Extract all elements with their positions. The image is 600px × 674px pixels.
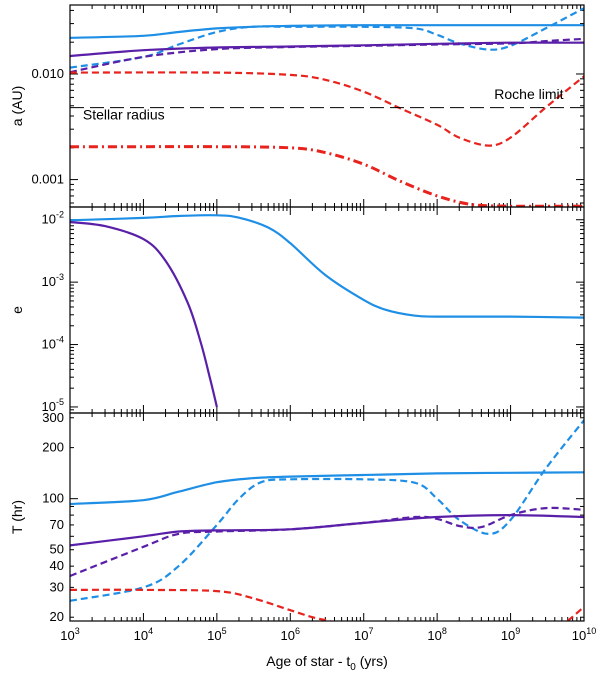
panel-frame [69, 412, 585, 622]
x-tick-label: 107 [354, 626, 373, 643]
y-tick-label: 40 [50, 558, 64, 573]
y-tick-label: 30 [50, 579, 64, 594]
series-line-blue-solid [70, 214, 584, 319]
x-tick-label: 108 [427, 626, 446, 643]
x-tick-label: 1010 [572, 626, 596, 643]
series-line-purple-solid [70, 41, 584, 58]
series-line-purple-dashed [70, 506, 584, 578]
series-line-purple-dashed [70, 37, 584, 74]
y-tick-label: 10-5 [42, 397, 64, 414]
y-tick-label: 10-3 [42, 272, 64, 289]
y-tick-label: 10-4 [42, 335, 64, 352]
x-tick-label: 106 [281, 626, 300, 643]
y-axis-label: a (AU) [9, 86, 25, 126]
series-line-red-dashed [70, 588, 331, 621]
y-tick-label: 70 [50, 517, 64, 532]
y-tick-label: 300 [42, 410, 64, 425]
y-tick-label: 0.010 [31, 66, 64, 81]
series-line-blue-dashed [70, 7, 584, 69]
series-line-red-dashed-rise [566, 606, 584, 621]
annotation-label: Stellar radius [83, 107, 165, 123]
x-axis-label: Age of star - t0 (yrs) [266, 653, 388, 673]
series-line-blue-dashed [70, 419, 584, 602]
y-axis-label: T (hr) [9, 500, 25, 534]
y-tick-label: 100 [42, 491, 64, 506]
panel-frame [69, 206, 585, 414]
y-tick-label: 200 [42, 440, 64, 455]
y-axis-label: e [9, 306, 25, 314]
y-tick-label: 20 [50, 609, 64, 624]
series-line-purple-solid [70, 514, 584, 547]
series-line-blue-solid [70, 24, 584, 39]
y-tick-label: 10-2 [42, 210, 64, 227]
x-tick-label: 103 [60, 626, 79, 643]
series-line-purple-solid [70, 220, 218, 408]
y-tick-label: 50 [50, 542, 64, 557]
series-line-red-dashed [70, 71, 584, 147]
x-tick-label: 109 [501, 626, 520, 643]
series-line-blue-solid [70, 471, 584, 506]
x-tick-label: 104 [134, 626, 153, 643]
x-tick-label: 105 [207, 626, 226, 643]
series-line-red-dash-dot [70, 145, 584, 207]
annotation-label: Roche limit [494, 86, 563, 102]
y-tick-label: 0.001 [31, 172, 64, 187]
